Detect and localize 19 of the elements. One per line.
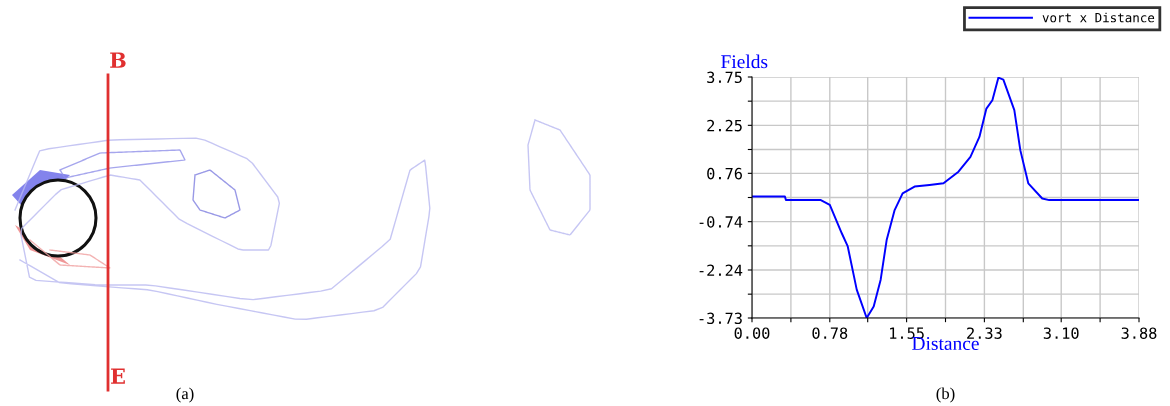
y-tick-label: 0.76: [707, 167, 742, 180]
y-tick-label: -2.24: [699, 264, 743, 276]
text: E: [111, 368, 125, 384]
y-axis-title: Fields: [721, 54, 768, 69]
x-axis-title: Distance: [912, 336, 979, 351]
x-tick-label: 2.33: [967, 327, 1002, 339]
x-tick-label: 0.78: [812, 327, 848, 339]
y-tick-label: -3.73: [699, 312, 742, 325]
x-tick-label: 1.55: [890, 327, 924, 339]
text: (a): [176, 387, 194, 403]
x-tick-label: 0.00: [734, 327, 770, 339]
y-tick-label: 3.75: [707, 71, 742, 84]
text: B: [110, 52, 126, 68]
y-tick-label: -0.74: [699, 216, 743, 228]
legend-label: vort x Distance: [1042, 12, 1155, 23]
y-tick-label: 2.25: [707, 119, 742, 132]
text: (b): [936, 387, 955, 403]
x-tick-label: 3.10: [1043, 327, 1079, 339]
x-tick-label: 3.88: [1121, 327, 1157, 339]
